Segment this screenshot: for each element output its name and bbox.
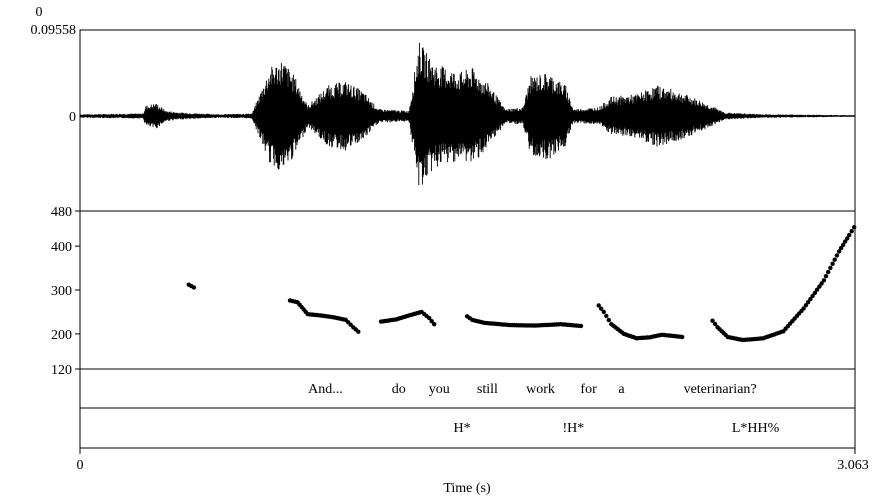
pitch-tick-label: 480 xyxy=(51,205,72,220)
waveform-signal xyxy=(80,42,855,186)
tier-words-label: for xyxy=(580,382,597,397)
pitch-point xyxy=(812,290,818,295)
pitch-point xyxy=(828,265,833,271)
pitch-point xyxy=(596,303,601,308)
tier-words-label: still xyxy=(477,382,498,397)
time-axis-label: Time (s) xyxy=(443,481,491,496)
tier-words-label: And... xyxy=(308,382,343,397)
tier-tones-label: !H* xyxy=(563,421,585,436)
pitch-point xyxy=(805,300,811,305)
pitch-point xyxy=(852,225,857,230)
tier-words-label: veterinarian? xyxy=(684,382,757,397)
pitch-point xyxy=(606,317,611,323)
pitch-point xyxy=(599,306,604,311)
tier-tones-label: H* xyxy=(454,421,471,436)
pitch-point xyxy=(808,296,813,302)
pitch-point xyxy=(803,303,809,308)
waveform-zero-label: 0 xyxy=(69,110,76,125)
pitch-panel xyxy=(79,210,856,370)
pitch-point xyxy=(810,293,815,299)
pitch-point xyxy=(814,287,820,292)
pitch-point xyxy=(801,306,806,311)
waveform-top-zero-label: 0 xyxy=(36,5,43,20)
pitch-tick-label: 200 xyxy=(51,328,72,343)
pitch-point xyxy=(836,249,842,254)
pitch-point xyxy=(578,323,584,329)
pitch-tick-label: 400 xyxy=(51,240,72,255)
tier-tones-label: L*HH% xyxy=(732,421,780,436)
pitch-point xyxy=(847,232,852,238)
pitch-point xyxy=(817,284,822,289)
time-start-label: 0 xyxy=(77,458,84,473)
waveform-trace xyxy=(80,42,855,186)
tier-words-label: you xyxy=(429,382,450,397)
tier-labels: And... do you still work for a veterinarian? H*!… xyxy=(308,382,780,436)
pitch-point xyxy=(432,322,437,327)
waveform-max-label: 0.09558 xyxy=(31,23,77,38)
pitch-tick-label: 300 xyxy=(51,284,72,299)
pitch-track xyxy=(186,225,857,343)
pitch-point xyxy=(429,319,434,324)
pitch-point xyxy=(712,321,718,327)
pitch-point xyxy=(356,329,361,334)
tier-words-label: do xyxy=(392,382,406,397)
pitch-point xyxy=(823,274,829,279)
pitch-point xyxy=(821,278,827,283)
tier-words-label: work xyxy=(526,382,555,397)
pitch-point xyxy=(819,281,824,286)
pitch-point xyxy=(842,239,848,244)
pitch-point xyxy=(832,257,837,262)
pitch-point xyxy=(710,318,715,323)
pitch-point xyxy=(680,334,685,340)
pitch-axis: 480 400 300 200 120 xyxy=(51,205,80,378)
pitch-point xyxy=(601,309,606,315)
tones-tier xyxy=(79,407,856,449)
pitch-point xyxy=(849,229,854,234)
pitch-point xyxy=(838,245,844,251)
pitch-tick-label: 120 xyxy=(51,363,72,378)
time-end-label: 3.063 xyxy=(837,458,869,473)
pitch-point xyxy=(834,253,840,258)
pitch-point xyxy=(604,313,609,319)
pitch-point xyxy=(427,315,432,321)
pitch-point xyxy=(845,236,850,241)
pitch-point xyxy=(830,261,835,266)
pitch-point xyxy=(191,285,197,290)
pitch-point xyxy=(826,269,831,275)
tier-words-label: a xyxy=(618,382,625,397)
pitch-point xyxy=(840,242,846,248)
